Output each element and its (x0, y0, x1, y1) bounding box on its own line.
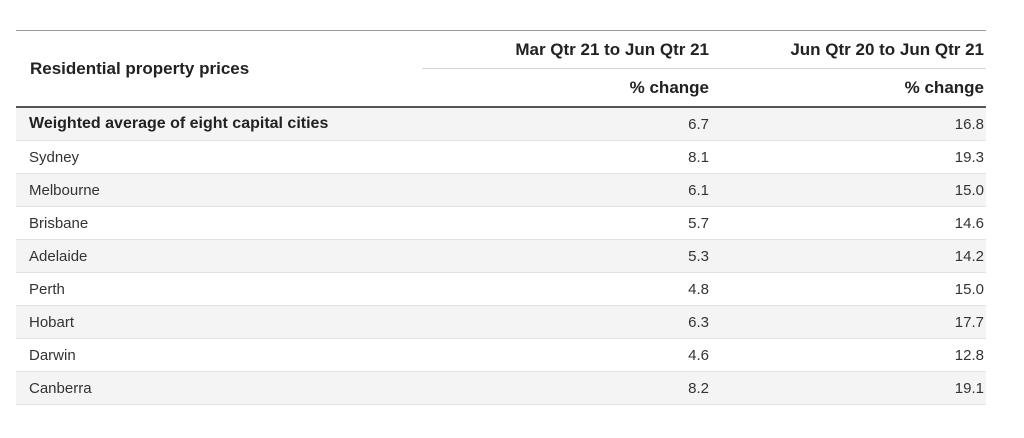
quarterly-change-value: 6.7 (422, 107, 711, 141)
row-label: Darwin (16, 338, 422, 372)
table-row-sydney: Sydney 8.1 19.3 (16, 140, 986, 174)
table-row-darwin: Darwin 4.6 12.8 (16, 338, 986, 372)
table-row-hobart: Hobart 6.3 17.7 (16, 305, 986, 339)
annual-change-value: 15.0 (711, 272, 986, 306)
table-row-canberra: Canberra 8.2 19.1 (16, 371, 986, 405)
quarterly-change-value: 4.6 (422, 338, 711, 372)
quarterly-change-value: 5.3 (422, 239, 711, 273)
quarterly-change-value: 6.3 (422, 305, 711, 339)
row-label: Melbourne (16, 173, 422, 207)
annual-change-value: 16.8 (711, 107, 986, 141)
table-title: Residential property prices (16, 30, 422, 108)
table-row-melbourne: Melbourne 6.1 15.0 (16, 173, 986, 207)
annual-change-value: 19.3 (711, 140, 986, 174)
row-label: Brisbane (16, 206, 422, 240)
table-row-weighted-average: Weighted average of eight capital cities… (16, 107, 986, 141)
column-unit-annual: % change (711, 68, 986, 108)
column-unit-quarterly: % change (422, 68, 711, 108)
table-row-brisbane: Brisbane 5.7 14.6 (16, 206, 986, 240)
residential-property-prices-table: Residential property prices Mar Qtr 21 t… (16, 30, 986, 405)
row-label: Weighted average of eight capital cities (16, 107, 422, 141)
table-row-adelaide: Adelaide 5.3 14.2 (16, 239, 986, 273)
quarterly-change-value: 8.2 (422, 371, 711, 405)
row-label: Perth (16, 272, 422, 306)
quarterly-change-value: 6.1 (422, 173, 711, 207)
quarterly-change-value: 5.7 (422, 206, 711, 240)
annual-change-value: 14.2 (711, 239, 986, 273)
annual-change-value: 12.8 (711, 338, 986, 372)
annual-change-value: 15.0 (711, 173, 986, 207)
header-row-units: % change % change (16, 68, 986, 108)
row-label: Sydney (16, 140, 422, 174)
annual-change-value: 14.6 (711, 206, 986, 240)
row-label: Canberra (16, 371, 422, 405)
annual-change-value: 17.7 (711, 305, 986, 339)
column-header-quarterly: Mar Qtr 21 to Jun Qtr 21 (422, 30, 711, 69)
row-label: Hobart (16, 305, 422, 339)
row-label: Adelaide (16, 239, 422, 273)
quarterly-change-value: 4.8 (422, 272, 711, 306)
quarterly-change-value: 8.1 (422, 140, 711, 174)
column-header-annual: Jun Qtr 20 to Jun Qtr 21 (711, 30, 986, 69)
table-row-perth: Perth 4.8 15.0 (16, 272, 986, 306)
annual-change-value: 19.1 (711, 371, 986, 405)
header-row-periods: Residential property prices Mar Qtr 21 t… (16, 30, 986, 108)
